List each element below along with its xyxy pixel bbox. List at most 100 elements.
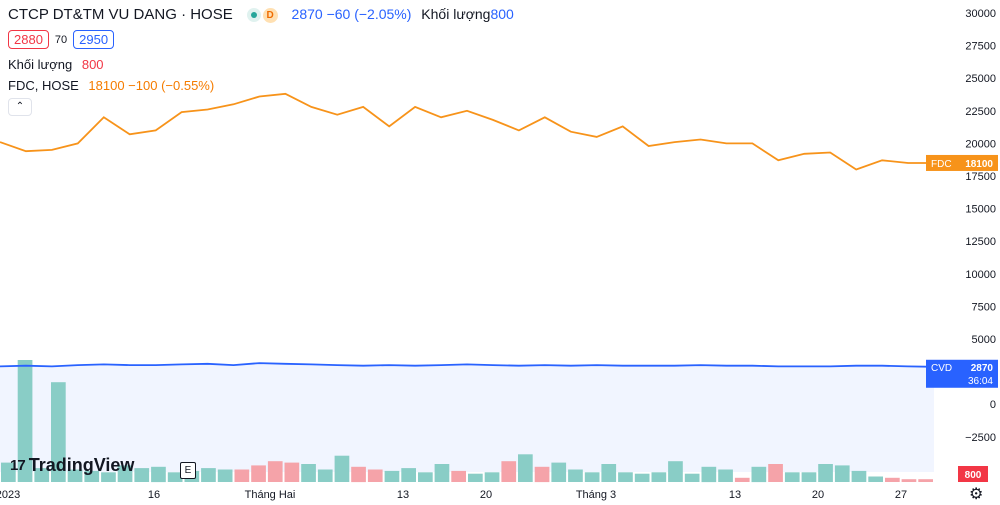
- volume-bar: [384, 470, 400, 482]
- volume-bar: [217, 469, 233, 482]
- volume-bar: [768, 464, 783, 482]
- volume-bar: [651, 472, 667, 482]
- x-tick-label: Tháng 3: [576, 489, 616, 501]
- x-tick-label: 13: [729, 489, 741, 501]
- volume-bar: [317, 469, 333, 482]
- market-open-icon: [246, 8, 261, 23]
- x-tick-label: 16: [148, 489, 160, 501]
- volume-bar: [918, 479, 933, 482]
- cvd-last-value: 2870: [971, 363, 994, 374]
- volume-bar: [534, 466, 550, 483]
- volume-bar: [51, 382, 66, 482]
- volume-bar: [751, 466, 767, 483]
- volume-bar: [568, 469, 583, 482]
- chart-header: CTCP DT&TM VU DANG · HOSE D 2870 −60 (−2…: [8, 6, 514, 23]
- volume-bar: [451, 470, 466, 482]
- volume-bar: [84, 470, 100, 482]
- y-tick-label: 22500: [965, 106, 996, 118]
- volume-bar: [634, 473, 650, 482]
- volume-bar: [434, 464, 450, 482]
- volume-bar: [468, 473, 483, 482]
- volume-bar: [334, 455, 350, 482]
- symbol-title[interactable]: CTCP DT&TM VU DANG · HOSE: [8, 6, 233, 23]
- volume-bar: [301, 464, 316, 482]
- volume-bar: [167, 472, 183, 482]
- volume-bar: [784, 472, 800, 482]
- volume-bar: [484, 472, 500, 482]
- volume-bar: [734, 477, 750, 482]
- volume-bar: [818, 464, 833, 482]
- volume-bar: [418, 472, 433, 482]
- volume-last-badge: [958, 466, 988, 482]
- collapse-legend-button[interactable]: ⌃: [8, 98, 32, 116]
- trade-row: 2880 70 2950: [8, 30, 115, 49]
- y-tick-label: 0: [990, 399, 996, 411]
- volume-bar: [718, 469, 733, 482]
- x-tick-label: Tháng Hai: [245, 489, 296, 501]
- cvd-countdown: 36:04: [968, 376, 993, 387]
- y-tick-label: 10000: [965, 269, 996, 281]
- x-tick-label: 27: [895, 489, 907, 501]
- gear-icon[interactable]: ⚙: [969, 486, 984, 503]
- volume-bar: [868, 476, 883, 482]
- compare-legend[interactable]: FDC, HOSE 18100 −100 (−0.55%): [8, 78, 214, 93]
- price-change: 2870 −60 (−2.05%): [291, 6, 412, 22]
- volume-bar: [901, 479, 917, 482]
- events-button[interactable]: E: [180, 462, 196, 479]
- volume-bar: [67, 469, 83, 482]
- volume-bar: [684, 473, 700, 482]
- sell-button[interactable]: 2880: [8, 30, 49, 49]
- x-tick-label: 20: [480, 489, 492, 501]
- compare-symbol: FDC, HOSE: [8, 78, 79, 93]
- fdc-last-value: 18100: [965, 159, 993, 170]
- tradingview-logo-icon: 17: [10, 457, 26, 474]
- market-status: D: [246, 7, 278, 23]
- y-tick-label: 27500: [965, 41, 996, 53]
- volume-last-value: 800: [965, 470, 982, 481]
- y-tick-label: 20000: [965, 138, 996, 150]
- volume-bar: [601, 464, 617, 482]
- volume-bar: [151, 466, 166, 483]
- volume-bar: [134, 468, 150, 482]
- fdc-last-name: FDC: [931, 159, 952, 170]
- volume-bar: [117, 465, 133, 482]
- y-tick-label: 15000: [965, 204, 996, 216]
- volume-bar: [618, 472, 633, 482]
- x-tick-label: 20: [812, 489, 824, 501]
- y-tick-label: 17500: [965, 171, 996, 183]
- buy-button[interactable]: 2950: [73, 30, 115, 49]
- tradingview-logo[interactable]: 17 TradingView: [10, 455, 134, 476]
- cvd-last-name: CVD: [931, 363, 952, 374]
- fdc-series-line: [0, 92, 934, 171]
- volume-legend-label: Khối lượng: [8, 57, 73, 72]
- volume-label: Khối lượng: [421, 6, 491, 22]
- volume-bar: [834, 465, 850, 482]
- y-tick-label: 30000: [965, 8, 996, 20]
- y-tick-label: 5000: [972, 334, 996, 346]
- tradingview-logo-text: TradingView: [28, 455, 135, 475]
- volume-bar: [668, 461, 683, 482]
- volume-bar: [851, 470, 867, 482]
- volume-bar: [584, 472, 600, 482]
- cvd-last-badge: [926, 359, 998, 388]
- x-tick-label: 13: [397, 489, 409, 501]
- volume-bar: [885, 477, 900, 482]
- volume-bar: [501, 461, 517, 482]
- volume-bar: [201, 468, 216, 482]
- volume-bar: [518, 454, 533, 482]
- volume-bar: [401, 468, 416, 482]
- volume-legend-value: 800: [81, 57, 104, 72]
- volume-bar: [101, 472, 116, 482]
- volume-bar: [234, 469, 250, 482]
- volume-bar: [801, 472, 817, 482]
- x-tick-label: 2023: [0, 489, 20, 501]
- spread-value: 70: [54, 33, 68, 46]
- volume-bar: [17, 360, 33, 482]
- interval-badge[interactable]: D: [262, 7, 278, 23]
- volume-bar: [34, 468, 50, 482]
- volume-bar: [284, 462, 300, 482]
- volume-legend[interactable]: Khối lượng 800: [8, 57, 104, 72]
- volume-bar: [551, 462, 567, 482]
- y-tick-label: 25000: [965, 73, 996, 85]
